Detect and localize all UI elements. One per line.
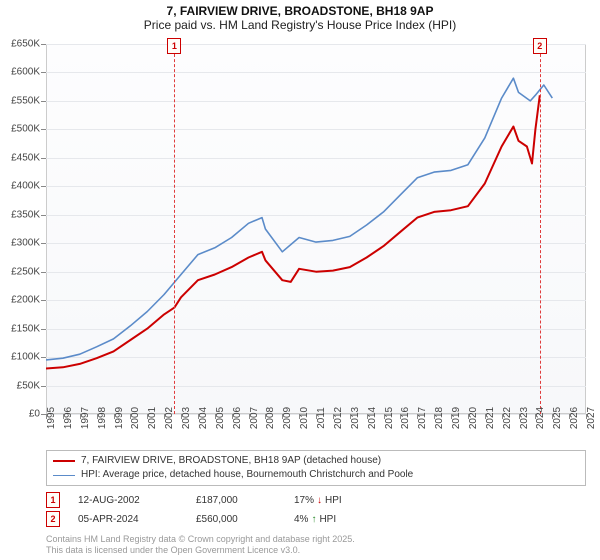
footer-line1: Contains HM Land Registry data © Crown c…	[46, 534, 355, 545]
ytick-label: £300K	[11, 238, 40, 249]
xtick-label: 2007	[249, 407, 260, 429]
ytick-label: £200K	[11, 295, 40, 306]
legend-row: 7, FAIRVIEW DRIVE, BROADSTONE, BH18 9AP …	[53, 454, 579, 468]
ytick-label: £650K	[11, 39, 40, 50]
ytick-label: £550K	[11, 95, 40, 106]
legend-box: 7, FAIRVIEW DRIVE, BROADSTONE, BH18 9AP …	[46, 450, 586, 486]
event-delta-pct: 4%	[294, 514, 308, 525]
event-line-1	[174, 44, 175, 414]
xtick-label: 2005	[215, 407, 226, 429]
event-delta-pct: 17%	[294, 495, 314, 506]
xtick-label: 2018	[434, 407, 445, 429]
ytick-label: £400K	[11, 181, 40, 192]
event-id-box: 2	[46, 511, 60, 527]
xtick-label: 2016	[400, 407, 411, 429]
chart-area: 12 £0£50K£100K£150K£200K£250K£300K£350K£…	[46, 44, 586, 414]
xtick-label: 2009	[282, 407, 293, 429]
event-price: £187,000	[196, 495, 276, 506]
xtick-label: 2026	[569, 407, 580, 429]
xtick-label: 1996	[63, 407, 74, 429]
xtick-label: 2012	[333, 407, 344, 429]
xtick-label: 2021	[485, 407, 496, 429]
xtick-label: 2013	[350, 407, 361, 429]
xtick-label: 2024	[535, 407, 546, 429]
title-subtitle: Price paid vs. HM Land Registry's House …	[0, 18, 600, 32]
xtick-label: 2004	[198, 407, 209, 429]
event-delta-label: HPI	[325, 495, 342, 506]
title-block: 7, FAIRVIEW DRIVE, BROADSTONE, BH18 9AP …	[0, 0, 600, 33]
xtick-label: 1998	[97, 407, 108, 429]
xtick-label: 2011	[316, 407, 327, 429]
xtick-label: 2022	[502, 407, 513, 429]
ytick-label: £350K	[11, 209, 40, 220]
xtick-label: 2020	[468, 407, 479, 429]
ytick-label: £0	[29, 409, 40, 420]
footer-line2: This data is licensed under the Open Gov…	[46, 545, 355, 556]
xtick-label: 1995	[46, 407, 57, 429]
xtick-label: 2025	[552, 407, 563, 429]
xtick-label: 2023	[519, 407, 530, 429]
legend-row: HPI: Average price, detached house, Bour…	[53, 468, 579, 482]
xtick-label: 2027	[586, 407, 597, 429]
ytick-label: £450K	[11, 152, 40, 163]
xtick-label: 2003	[181, 407, 192, 429]
event-line-2	[540, 44, 541, 414]
chart-lines	[46, 44, 586, 414]
xtick-label: 2000	[130, 407, 141, 429]
legend-swatch	[53, 475, 75, 476]
event-marker-1: 1	[167, 38, 181, 54]
event-date: 12-AUG-2002	[78, 495, 178, 506]
legend-label: HPI: Average price, detached house, Bour…	[81, 468, 413, 482]
ytick-label: £50K	[17, 380, 40, 391]
xtick-label: 2014	[367, 407, 378, 429]
ytick-label: £250K	[11, 266, 40, 277]
xtick-label: 1997	[80, 407, 91, 429]
title-address: 7, FAIRVIEW DRIVE, BROADSTONE, BH18 9AP	[0, 4, 600, 18]
event-delta-label: HPI	[319, 514, 336, 525]
arrow-up-icon: ↑	[311, 514, 316, 525]
xtick-label: 2010	[299, 407, 310, 429]
xtick-label: 2015	[384, 407, 395, 429]
event-id-box: 1	[46, 492, 60, 508]
legend-label: 7, FAIRVIEW DRIVE, BROADSTONE, BH18 9AP …	[81, 454, 381, 468]
event-date: 05-APR-2024	[78, 514, 178, 525]
xtick-label: 2006	[232, 407, 243, 429]
footer: Contains HM Land Registry data © Crown c…	[46, 534, 355, 556]
series-price_paid	[46, 95, 540, 368]
event-row: 1 12-AUG-2002 £187,000 17%↓HPI	[46, 492, 586, 508]
ytick-label: £100K	[11, 352, 40, 363]
series-hpi	[46, 78, 552, 360]
xtick-label: 2001	[147, 407, 158, 429]
event-row: 2 05-APR-2024 £560,000 4%↑HPI	[46, 511, 586, 527]
xtick-label: 1999	[114, 407, 125, 429]
xtick-label: 2017	[417, 407, 428, 429]
arrow-down-icon: ↓	[317, 495, 322, 506]
ytick-label: £150K	[11, 323, 40, 334]
event-marker-2: 2	[533, 38, 547, 54]
ytick-label: £500K	[11, 124, 40, 135]
xtick-label: 2002	[164, 407, 175, 429]
page-root: 7, FAIRVIEW DRIVE, BROADSTONE, BH18 9AP …	[0, 0, 600, 560]
xtick-label: 2008	[265, 407, 276, 429]
event-delta: 17%↓HPI	[294, 495, 374, 506]
event-delta: 4%↑HPI	[294, 514, 374, 525]
ytick-label: £600K	[11, 67, 40, 78]
events-table: 112-AUG-2002£187,00017%↓HPI205-APR-2024£…	[46, 492, 586, 530]
event-price: £560,000	[196, 514, 276, 525]
legend-swatch	[53, 460, 75, 462]
xtick-label: 2019	[451, 407, 462, 429]
